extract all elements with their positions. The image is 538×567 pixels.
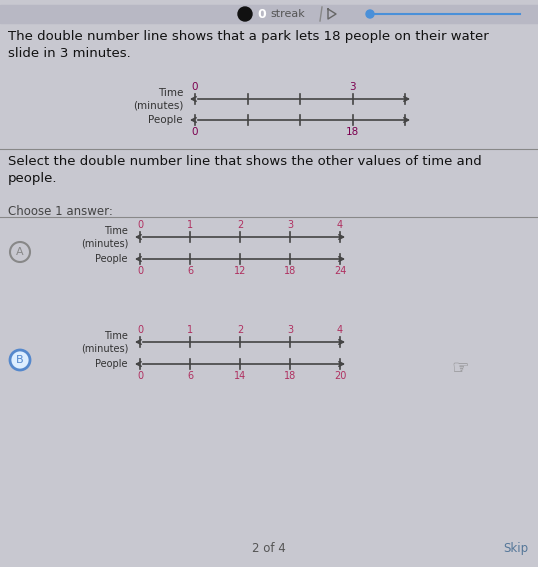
Text: 1: 1	[187, 220, 193, 230]
Text: Select the double number line that shows the other values of time and
people.: Select the double number line that shows…	[8, 155, 482, 185]
Text: 14: 14	[234, 371, 246, 381]
Text: Time
(minutes): Time (minutes)	[81, 226, 128, 248]
Bar	[0, 5, 538, 23]
Text: People: People	[148, 115, 183, 125]
Text: 4: 4	[337, 325, 343, 335]
Text: 24: 24	[334, 266, 346, 276]
Text: 0: 0	[137, 371, 143, 381]
Text: 3: 3	[287, 220, 293, 230]
Text: 6: 6	[187, 371, 193, 381]
Text: 3: 3	[349, 82, 356, 92]
Text: The double number line shows that a park lets 18 people on their water
slide in : The double number line shows that a park…	[8, 30, 489, 60]
Text: B: B	[16, 355, 24, 365]
Text: 18: 18	[284, 266, 296, 276]
Text: Choose 1 answer:: Choose 1 answer:	[8, 205, 113, 218]
Text: Time
(minutes): Time (minutes)	[81, 331, 128, 353]
Circle shape	[10, 350, 30, 370]
Text: People: People	[96, 359, 128, 369]
Text: 2 of 4: 2 of 4	[252, 542, 286, 555]
Text: 20: 20	[334, 371, 346, 381]
Text: 0: 0	[192, 82, 198, 92]
Circle shape	[238, 7, 252, 21]
Text: Time
(minutes): Time (minutes)	[133, 88, 183, 110]
Text: 3: 3	[287, 325, 293, 335]
Text: 4: 4	[337, 220, 343, 230]
Text: 0: 0	[137, 325, 143, 335]
Text: 0: 0	[137, 220, 143, 230]
Text: 12: 12	[234, 266, 246, 276]
Text: Skip: Skip	[503, 542, 528, 555]
Text: A: A	[16, 247, 24, 257]
Text: streak: streak	[270, 9, 305, 19]
Circle shape	[366, 10, 374, 18]
Text: ☞: ☞	[451, 359, 469, 379]
Text: 18: 18	[284, 371, 296, 381]
Text: 0: 0	[257, 7, 266, 20]
Text: People: People	[96, 254, 128, 264]
Text: 18: 18	[346, 127, 359, 137]
Text: 0: 0	[192, 127, 198, 137]
Text: 1: 1	[187, 325, 193, 335]
Text: 0: 0	[137, 266, 143, 276]
Text: 2: 2	[237, 220, 243, 230]
Text: 6: 6	[187, 266, 193, 276]
Text: 2: 2	[237, 325, 243, 335]
